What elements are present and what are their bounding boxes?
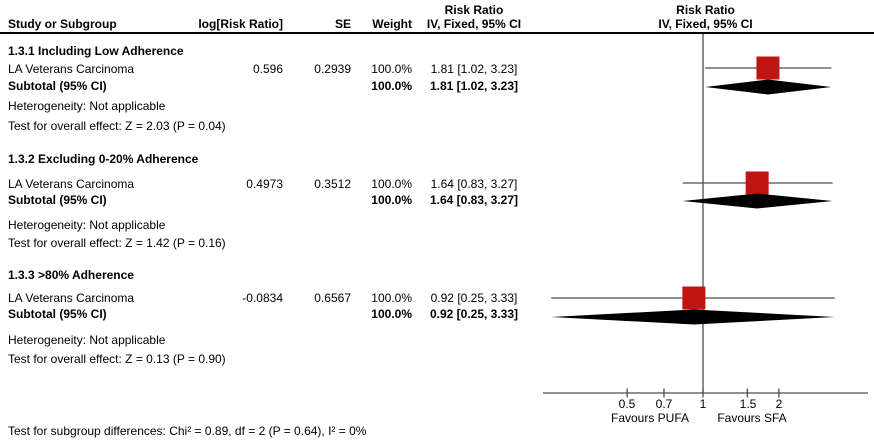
overall-effect-test: Test for overall effect: Z = 1.42 (P = 0… <box>8 236 226 250</box>
study-name: LA Veterans Carcinoma <box>8 62 135 76</box>
axis-tick-label: 0.5 <box>618 397 636 411</box>
study-weight: 100.0% <box>371 62 412 76</box>
subtotal-diamond <box>551 309 835 325</box>
subtotal-diamond <box>705 79 832 95</box>
axis-favours-right-label: Favours SFA <box>717 411 787 425</box>
axis-tick-label: 1.5 <box>739 397 757 411</box>
study-se: 0.3512 <box>314 177 351 191</box>
subtotal-label: Subtotal (95% CI) <box>8 193 107 207</box>
study-weight-square <box>682 286 706 310</box>
subtotal-effect-ci: 1.64 [0.83, 3.27] <box>429 193 519 207</box>
study-name: LA Veterans Carcinoma <box>8 177 135 191</box>
axis-tick-label: 0.7 <box>655 397 673 411</box>
col-header-study: Study or Subgroup <box>8 17 117 31</box>
study-name: LA Veterans Carcinoma <box>8 291 135 305</box>
group-title: 1.3.2 Excluding 0-20% Adherence <box>8 152 199 166</box>
axis-tick-label: 2 <box>775 397 783 411</box>
axis-tick-label: 1 <box>699 397 707 411</box>
study-weight: 100.0% <box>371 291 412 305</box>
heterogeneity-note: Heterogeneity: Not applicable <box>8 218 166 232</box>
subtotal-effect-ci: 1.81 [1.02, 3.23] <box>429 79 519 93</box>
study-log-rr: 0.4973 <box>246 177 283 191</box>
subtotal-label: Subtotal (95% CI) <box>8 307 107 321</box>
study-log-rr: 0.596 <box>252 62 283 76</box>
study-se: 0.6567 <box>314 291 351 305</box>
stats-effect-header-line1: Risk Ratio <box>444 3 504 17</box>
overall-effect-test: Test for overall effect: Z = 0.13 (P = 0… <box>8 352 226 366</box>
study-weight-square <box>745 171 769 195</box>
study-log-rr: -0.0834 <box>242 291 283 305</box>
subtotal-effect-ci: 0.92 [0.25, 3.33] <box>429 307 519 321</box>
axis-favours-left-label: Favours PUFA <box>610 411 690 425</box>
study-weight: 100.0% <box>371 177 412 191</box>
subtotal-weight: 100.0% <box>371 79 412 93</box>
col-header-log-risk-ratio: log[Risk Ratio] <box>198 17 283 31</box>
group-title: 1.3.1 Including Low Adherence <box>8 44 184 58</box>
study-effect-ci: 1.64 [0.83, 3.27] <box>430 177 518 191</box>
overall-effect-test: Test for overall effect: Z = 2.03 (P = 0… <box>8 119 226 133</box>
subtotal-diamond <box>682 193 833 209</box>
plot-effect-header-line2: IV, Fixed, 95% CI <box>658 17 753 31</box>
col-header-weight: Weight <box>372 17 412 31</box>
heterogeneity-note: Heterogeneity: Not applicable <box>8 99 166 113</box>
group-title: 1.3.3 >80% Adherence <box>8 268 134 282</box>
subtotal-label: Subtotal (95% CI) <box>8 79 107 93</box>
heterogeneity-note: Heterogeneity: Not applicable <box>8 333 166 347</box>
plot-effect-header-line1: Risk Ratio <box>676 3 735 17</box>
subtotal-weight: 100.0% <box>371 307 412 321</box>
study-se: 0.2939 <box>314 62 351 76</box>
study-weight-square <box>756 56 780 80</box>
col-header-se: SE <box>334 17 351 31</box>
header-divider <box>0 32 874 34</box>
study-effect-ci: 0.92 [0.25, 3.33] <box>430 291 518 305</box>
study-effect-ci: 1.81 [1.02, 3.23] <box>430 62 518 76</box>
subtotal-weight: 100.0% <box>371 193 412 207</box>
stats-effect-header-line2: IV, Fixed, 95% CI <box>426 17 522 31</box>
subgroup-differences-test: Test for subgroup differences: Chi² = 0.… <box>8 424 367 438</box>
